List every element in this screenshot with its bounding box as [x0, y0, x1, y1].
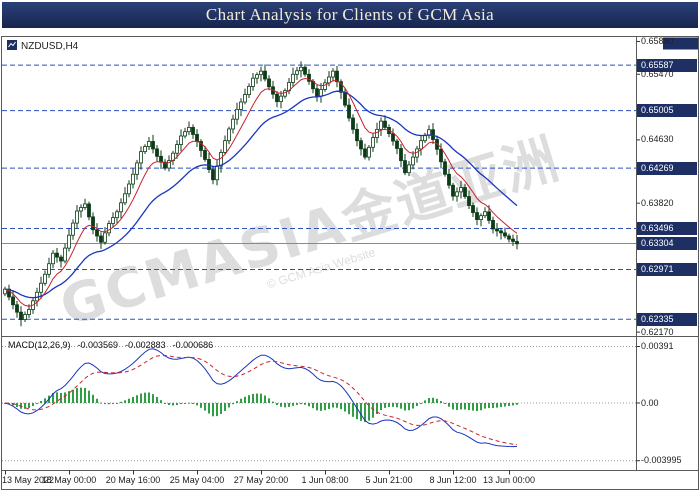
ma-slow-line — [4, 90, 518, 299]
title-bar: Chart Analysis for Clients of GCM Asia — [2, 2, 698, 28]
axis-corner-box — [663, 37, 698, 50]
candles-layer — [3, 61, 519, 327]
indicator-lines-layer — [4, 77, 518, 448]
macd-line — [4, 348, 518, 448]
ma-fast-line — [4, 77, 518, 307]
macd-histogram — [4, 387, 518, 423]
page-title: Chart Analysis for Clients of GCM Asia — [205, 5, 495, 24]
macd-signal-line — [4, 354, 518, 446]
grid-layer — [1, 36, 699, 490]
axis-layer — [5, 37, 698, 475]
